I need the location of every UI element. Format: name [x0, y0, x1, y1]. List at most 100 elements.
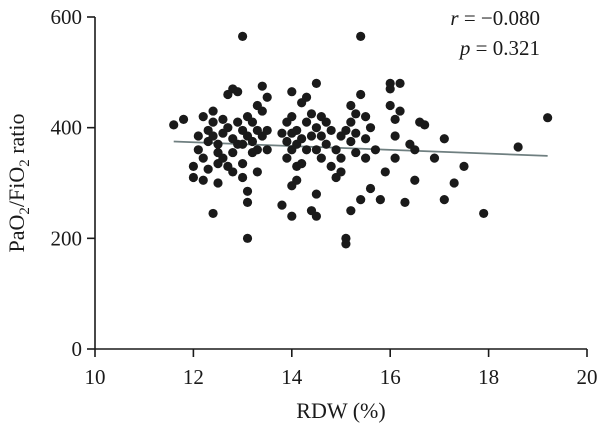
data-point	[213, 139, 223, 149]
data-points	[169, 31, 553, 249]
data-point	[375, 195, 385, 205]
data-point	[292, 125, 302, 136]
data-point	[198, 153, 208, 163]
data-point	[277, 128, 287, 138]
data-point	[223, 123, 233, 133]
y-tick-label: 400	[51, 116, 83, 140]
data-point	[326, 161, 336, 171]
data-point	[301, 117, 312, 127]
data-point	[257, 106, 267, 116]
data-point	[242, 186, 253, 196]
data-point	[242, 197, 253, 207]
y-tick-label: 0	[72, 337, 83, 361]
data-point	[395, 106, 405, 116]
data-point	[346, 206, 356, 216]
data-point	[311, 211, 321, 221]
x-axis-title: RDW (%)	[296, 398, 385, 423]
data-point	[213, 178, 223, 188]
data-point	[262, 145, 272, 155]
data-point	[301, 92, 312, 102]
data-point	[331, 145, 341, 155]
data-point	[390, 131, 400, 141]
data-point	[203, 164, 213, 174]
data-point	[316, 153, 326, 163]
stat-r-label: r = −0.080	[450, 6, 540, 30]
y-tick-label: 600	[51, 5, 83, 29]
data-point	[233, 87, 243, 97]
x-ticks: 10 12 14 16 18 20	[85, 349, 598, 389]
data-point	[429, 153, 440, 163]
data-point	[479, 208, 489, 219]
data-point	[198, 175, 208, 185]
data-point	[188, 172, 198, 183]
data-point	[188, 161, 198, 171]
y-axis-title: PaO2/FiO2 ratio	[4, 113, 33, 252]
data-point	[410, 145, 420, 155]
data-point	[193, 131, 203, 141]
data-point	[321, 117, 331, 127]
data-point	[356, 31, 366, 41]
data-point	[370, 145, 381, 155]
data-point	[361, 153, 371, 163]
data-point	[365, 123, 376, 133]
data-point	[449, 178, 459, 188]
data-point	[287, 112, 297, 122]
data-point	[385, 84, 395, 94]
data-point	[361, 134, 371, 144]
data-point	[356, 195, 366, 205]
data-point	[311, 189, 321, 199]
data-point	[306, 109, 317, 119]
data-point	[208, 208, 218, 219]
data-point	[410, 175, 420, 185]
data-point	[257, 81, 267, 91]
data-point	[282, 136, 292, 147]
data-point	[252, 167, 262, 177]
data-point	[439, 134, 449, 144]
data-point	[385, 100, 395, 111]
data-point	[297, 159, 307, 169]
data-point	[351, 147, 361, 158]
data-point	[262, 125, 272, 136]
x-tick-label: 16	[380, 365, 401, 389]
data-point	[321, 139, 331, 149]
x-tick-label: 20	[577, 365, 598, 389]
data-point	[351, 128, 361, 138]
x-tick-label: 10	[85, 365, 106, 389]
data-point	[336, 153, 346, 163]
data-point	[287, 87, 297, 97]
data-point	[238, 139, 248, 149]
data-point	[193, 145, 203, 155]
x-tick-label: 12	[183, 365, 204, 389]
data-point	[233, 117, 243, 127]
data-point	[262, 92, 272, 102]
x-tick-label: 18	[478, 365, 499, 389]
data-point	[282, 153, 292, 163]
data-point	[395, 78, 405, 88]
data-point	[242, 233, 253, 243]
data-point	[178, 114, 189, 124]
data-point	[311, 78, 321, 88]
data-point	[311, 145, 321, 155]
data-point	[208, 131, 218, 141]
x-tick-label: 14	[281, 365, 303, 389]
data-point	[208, 117, 218, 127]
data-point	[306, 131, 317, 141]
y-ticks: 0 200 400 600	[51, 5, 95, 361]
data-point	[420, 120, 430, 130]
data-point	[341, 125, 351, 136]
stat-p-label: p = 0.321	[458, 36, 540, 60]
data-point	[439, 195, 449, 205]
data-point	[252, 145, 262, 155]
data-point	[316, 131, 326, 141]
data-point	[390, 153, 400, 163]
data-point	[301, 145, 312, 155]
data-point	[208, 106, 218, 116]
data-point	[341, 239, 351, 249]
data-point	[326, 125, 336, 136]
data-point	[513, 142, 523, 152]
data-point	[346, 100, 356, 111]
data-point	[228, 147, 238, 158]
data-point	[277, 200, 287, 210]
data-point	[297, 134, 307, 144]
